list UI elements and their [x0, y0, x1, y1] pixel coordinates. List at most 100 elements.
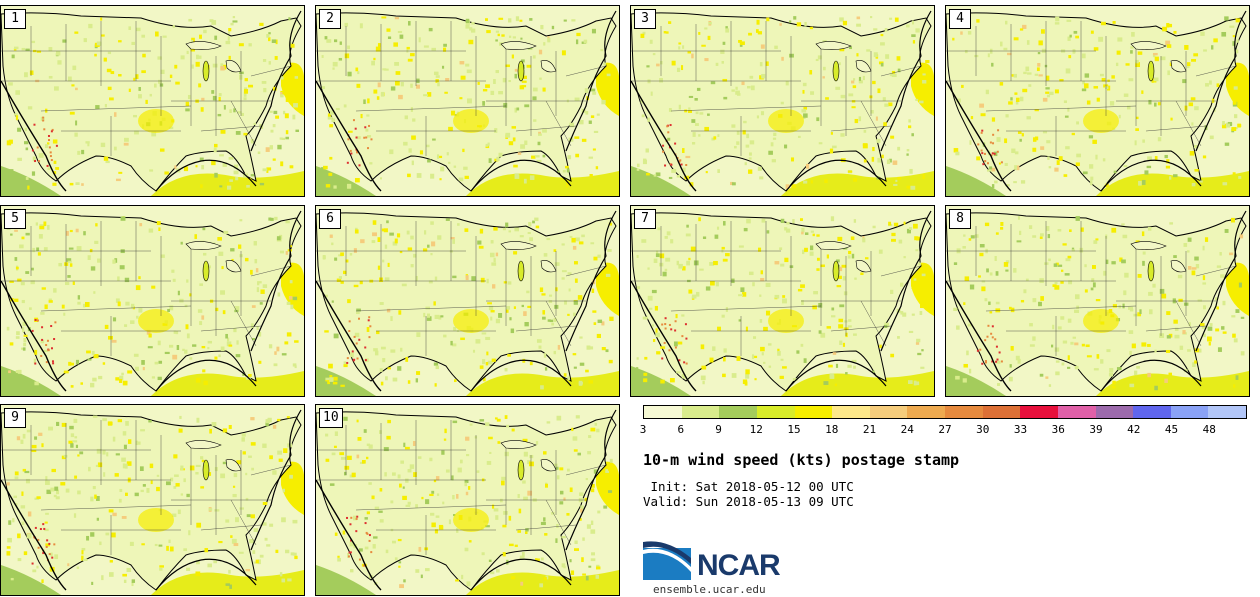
wind-cell	[156, 486, 160, 492]
wind-cell	[731, 124, 736, 128]
wind-cell	[17, 369, 22, 374]
wind-cell	[534, 155, 540, 158]
wind-cell	[725, 307, 728, 312]
wind-cell	[1157, 137, 1162, 142]
wind-cell	[465, 24, 470, 29]
wind-cell	[896, 56, 901, 61]
wind-cell	[192, 344, 197, 347]
wind-cell	[55, 51, 61, 56]
wind-cell	[516, 107, 520, 111]
wind-cell	[10, 577, 14, 581]
wind-cell	[495, 39, 498, 42]
wind-cell	[398, 310, 402, 315]
colorbar-tick-label: 6	[677, 423, 685, 436]
wind-cell	[432, 138, 436, 141]
website-link[interactable]: ensemble.ucar.edu	[653, 583, 766, 596]
wind-cell	[1154, 349, 1157, 353]
wind-cell	[837, 236, 843, 242]
wind-cell	[329, 377, 334, 382]
wind-cell	[567, 155, 572, 160]
wind-cell	[289, 165, 294, 169]
wind-cell	[54, 486, 59, 491]
wind-cell	[1121, 223, 1125, 226]
wind-cell	[1222, 331, 1227, 334]
wind-cell	[593, 469, 598, 474]
wind-cell	[394, 557, 398, 561]
wind-cell	[505, 132, 511, 138]
wind-cell	[519, 555, 525, 559]
wind-cell	[569, 235, 573, 238]
wind-cell	[1074, 365, 1079, 370]
wind-cell	[1119, 257, 1123, 262]
colorbar-segment-9	[982, 406, 1021, 418]
lake-huron	[540, 60, 557, 73]
wind-cell	[87, 255, 91, 260]
colorbar-segment-15	[1208, 406, 1246, 418]
wind-cell	[115, 298, 120, 303]
wind-cell	[774, 261, 780, 265]
wind-cell	[334, 431, 338, 436]
wind-cell	[503, 103, 508, 108]
wind-cell	[918, 262, 921, 266]
wind-cell	[463, 166, 468, 170]
wind-cell	[774, 294, 780, 299]
wind-cell	[921, 349, 924, 352]
wind-cell	[845, 372, 848, 375]
wind-cell	[1015, 355, 1020, 361]
wind-cell	[953, 148, 959, 153]
wind-cell	[848, 93, 854, 97]
wind-cell	[1048, 166, 1052, 169]
wind-cell	[509, 317, 512, 321]
wind-hotspot	[33, 123, 36, 126]
wind-cell	[38, 153, 44, 158]
wind-cell	[283, 448, 288, 454]
wind-cell	[513, 251, 518, 255]
wind-cell	[452, 494, 455, 500]
wind-cell	[713, 260, 718, 266]
wind-cell	[989, 272, 993, 276]
wind-hotspot	[45, 344, 48, 347]
wind-cell	[61, 304, 65, 309]
wind-hotspot	[46, 539, 49, 542]
wind-cell	[856, 23, 862, 27]
wind-cell	[82, 558, 88, 562]
wind-hotspot	[47, 349, 50, 352]
west-coastline	[316, 479, 382, 591]
wind-cell	[434, 529, 438, 534]
lake-superior	[1130, 41, 1167, 50]
wind-cell	[750, 85, 755, 91]
wind-cell	[748, 157, 752, 160]
wind-cell	[922, 73, 926, 76]
wind-cell	[536, 159, 542, 163]
wind-cell	[38, 234, 43, 239]
wind-cell	[189, 465, 195, 471]
wind-cell	[556, 415, 562, 421]
wind-cell	[385, 549, 389, 554]
wind-cell	[540, 385, 544, 390]
wind-cell	[1182, 330, 1186, 334]
wind-cell	[187, 94, 191, 100]
wind-cell	[58, 262, 63, 267]
wind-cell	[825, 97, 829, 100]
wind-cell	[151, 285, 156, 289]
wind-cell	[1129, 350, 1132, 355]
wind-cell	[609, 458, 613, 463]
member-panel-1: 1	[0, 5, 305, 197]
wind-cell	[93, 354, 99, 359]
wind-cell	[394, 61, 400, 66]
wind-cell	[285, 136, 289, 140]
wind-cell	[511, 126, 517, 129]
wind-cell	[57, 60, 62, 65]
east-coastline	[250, 409, 302, 551]
wind-cell	[333, 185, 337, 189]
wind-cell	[217, 237, 222, 241]
wind-cell	[506, 306, 511, 310]
wind-cell	[56, 421, 60, 426]
wind-hotspot	[366, 532, 369, 535]
colorbar-tick-label: 48	[1202, 423, 1216, 436]
wind-cell	[655, 332, 660, 338]
wind-cell	[1019, 138, 1022, 142]
colorbar-tick-label: 27	[938, 423, 952, 436]
wind-cell	[83, 231, 86, 236]
wind-cell	[651, 289, 657, 294]
